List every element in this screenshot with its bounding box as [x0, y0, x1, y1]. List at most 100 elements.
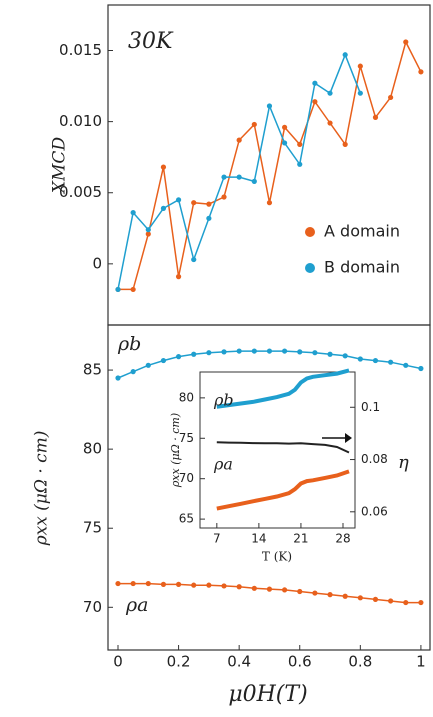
- data-point: [403, 39, 409, 45]
- y-tick-label: 70: [83, 598, 102, 616]
- data-point: [221, 349, 227, 355]
- x-tick-label: 0.2: [167, 653, 191, 671]
- legend-marker: [305, 227, 315, 237]
- y-tick-label: 75: [179, 431, 194, 445]
- data-point: [266, 200, 273, 206]
- x-tick-label: 1: [416, 653, 426, 671]
- x-axis-label: μ0H(T): [228, 682, 307, 707]
- data-point: [160, 205, 167, 211]
- bottom-frame: [107, 324, 431, 651]
- data-point: [357, 63, 363, 69]
- data-point: [130, 286, 136, 293]
- data-point: [282, 124, 288, 130]
- y-tick-label: 85: [83, 361, 102, 379]
- legend-label: A domain: [324, 222, 400, 241]
- data-point: [251, 121, 257, 128]
- data-point: [145, 227, 151, 233]
- data-point: [357, 356, 363, 362]
- data-point: [115, 580, 121, 587]
- data-point: [282, 348, 288, 354]
- data-point: [357, 90, 363, 96]
- data-point: [130, 580, 136, 587]
- data-point: [175, 581, 182, 587]
- data-point: [388, 359, 394, 365]
- y2-tick-label: 0.1: [361, 400, 380, 414]
- data-point: [312, 99, 318, 105]
- y-tick-label: 0.010: [59, 112, 102, 130]
- series-label: ρa: [125, 594, 149, 616]
- data-point: [221, 194, 227, 200]
- data-point: [312, 350, 318, 356]
- data-point: [297, 141, 303, 147]
- data-point: [130, 210, 136, 216]
- data-point: [236, 348, 242, 354]
- series-line: [117, 52, 361, 290]
- data-point: [206, 582, 212, 588]
- series-label: ρb: [117, 333, 141, 355]
- data-point: [160, 581, 167, 587]
- data-point: [388, 598, 394, 604]
- data-point: [145, 580, 151, 587]
- data-point: [312, 590, 318, 596]
- data-point: [342, 593, 348, 599]
- series-line: [216, 469, 350, 511]
- data-point: [403, 362, 409, 368]
- y-axis-label: ρxx (μΩ · cm): [32, 431, 52, 547]
- x-tick-label: 28: [335, 532, 350, 546]
- data-point: [327, 90, 333, 96]
- data-point: [342, 353, 348, 359]
- legend-label: B domain: [324, 258, 400, 277]
- x-tick-label: 7: [213, 532, 221, 546]
- data-point: [160, 164, 167, 170]
- data-point: [297, 349, 303, 355]
- series-line: [216, 441, 350, 454]
- inset-x-axis-label: T (K): [262, 550, 292, 564]
- data-point: [145, 362, 151, 368]
- data-point: [175, 274, 182, 280]
- data-point: [266, 348, 273, 354]
- x-tick-label: 14: [251, 532, 266, 546]
- data-point: [191, 200, 197, 206]
- data-point: [206, 201, 212, 207]
- data-point: [160, 357, 167, 364]
- data-point: [221, 583, 227, 589]
- data-point: [266, 103, 273, 109]
- y-tick-label: 80: [83, 440, 102, 458]
- y-tick-label: 80: [179, 390, 194, 404]
- y-tick-label: 70: [179, 471, 194, 485]
- data-point: [191, 256, 197, 263]
- data-point: [297, 588, 303, 595]
- data-point: [418, 365, 424, 372]
- data-point: [372, 596, 379, 602]
- data-point: [251, 585, 257, 591]
- arrow-head: [345, 433, 352, 443]
- y-tick-label: 0.005: [59, 183, 102, 201]
- inset-y-axis-label: ρxx (μΩ · cm): [169, 413, 182, 488]
- data-point: [191, 351, 197, 357]
- data-point: [403, 599, 409, 606]
- temperature-annotation: 30K: [128, 29, 174, 54]
- data-point: [115, 286, 121, 293]
- data-point: [342, 141, 348, 147]
- data-point: [282, 587, 288, 593]
- data-point: [388, 94, 394, 101]
- series-label: ρb: [213, 391, 234, 410]
- y-tick-label: 65: [179, 512, 194, 526]
- series-line: [216, 368, 350, 409]
- x-tick-label: 0.6: [288, 653, 312, 671]
- data-point: [372, 114, 379, 120]
- data-point: [236, 137, 242, 143]
- data-point: [327, 120, 333, 126]
- data-point: [251, 348, 257, 354]
- data-point: [236, 174, 242, 180]
- data-point: [342, 52, 348, 58]
- data-point: [418, 69, 424, 75]
- data-point: [206, 350, 212, 356]
- data-point: [206, 215, 212, 221]
- x-tick-label: 0.8: [348, 653, 372, 671]
- data-point: [251, 178, 257, 184]
- data-point: [191, 582, 197, 588]
- y2-tick-label: 0.08: [361, 452, 388, 466]
- series-label: ρa: [213, 455, 233, 474]
